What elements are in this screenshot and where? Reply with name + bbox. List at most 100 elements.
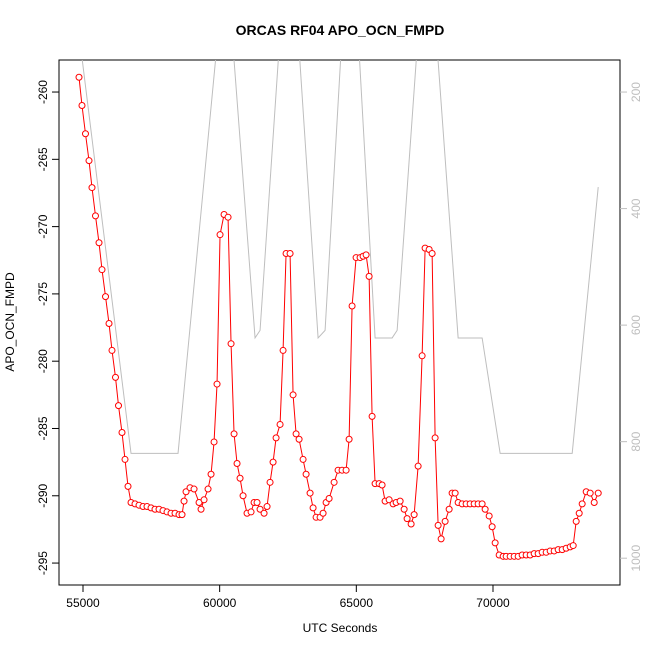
y-tick-label: -285 [36, 416, 50, 440]
point [75, 73, 83, 81]
point [407, 520, 415, 528]
point [342, 466, 350, 474]
point [272, 434, 280, 442]
point [98, 266, 106, 274]
point [115, 402, 123, 410]
point [230, 430, 238, 438]
point [182, 488, 190, 496]
point [124, 482, 132, 490]
point [345, 435, 353, 443]
x-axis-label: UTC Seconds [303, 621, 378, 635]
point [108, 346, 116, 354]
y-tick-label: -260 [36, 80, 50, 104]
point [400, 505, 408, 513]
point [121, 455, 129, 463]
point [431, 434, 439, 442]
point [78, 101, 86, 109]
point [451, 489, 459, 497]
point [441, 517, 449, 525]
point [590, 499, 598, 507]
point [200, 496, 208, 504]
point [481, 505, 489, 513]
plot-frame [58, 59, 621, 586]
point [266, 478, 274, 486]
point [378, 481, 386, 489]
point [385, 496, 393, 504]
chart-title: ORCAS RF04 APO_OCN_FMPD [236, 22, 445, 38]
point [292, 430, 300, 438]
point [306, 489, 314, 497]
point [269, 458, 277, 466]
y-tick-label: -275 [36, 282, 50, 306]
point [91, 212, 99, 220]
point [491, 539, 499, 547]
point [247, 508, 255, 516]
point [118, 429, 126, 437]
point [210, 438, 218, 446]
point [428, 250, 436, 258]
point [256, 505, 264, 513]
point [594, 489, 602, 497]
point [319, 509, 327, 517]
y-tick-label: -290 [36, 483, 50, 507]
point [414, 462, 422, 470]
point [111, 373, 119, 381]
point [204, 485, 212, 493]
secondary-line [81, 60, 599, 454]
point [253, 499, 261, 507]
point [279, 346, 287, 354]
point [410, 511, 418, 519]
point [302, 470, 310, 478]
x-tick-label: 65000 [340, 596, 374, 610]
point [578, 500, 586, 508]
y-tick-label: -265 [36, 147, 50, 171]
point [434, 521, 442, 529]
point [178, 511, 186, 519]
point [233, 459, 241, 467]
x-tick-label: 70000 [476, 596, 510, 610]
point [207, 470, 215, 478]
point [485, 512, 493, 520]
x-tick-label: 60000 [203, 596, 237, 610]
y-tick-label: -280 [36, 349, 50, 373]
point [95, 239, 103, 247]
point [362, 251, 370, 259]
point [309, 504, 317, 512]
y-axis-label: APO_OCN_FMPD [3, 272, 17, 372]
y2-tick-label: 600 [629, 315, 643, 335]
point [239, 492, 247, 500]
point [445, 505, 453, 513]
point [85, 157, 93, 165]
point [299, 455, 307, 463]
y2-tick-label: 200 [629, 82, 643, 102]
point [286, 250, 294, 258]
x-tick-label: 55000 [66, 596, 100, 610]
point [190, 485, 198, 493]
point [368, 412, 376, 420]
y-tick-label: -295 [36, 551, 50, 575]
point [478, 500, 486, 508]
point [105, 320, 113, 328]
point [488, 523, 496, 531]
point [586, 489, 594, 497]
point [396, 497, 404, 505]
point [575, 509, 583, 517]
point [572, 517, 580, 525]
point [180, 497, 188, 505]
point [236, 474, 244, 482]
point [569, 542, 577, 550]
point [276, 420, 284, 428]
point [81, 130, 89, 138]
point [263, 503, 271, 511]
point [216, 231, 224, 239]
y-tick-label: -270 [36, 214, 50, 238]
y2-tick-label: 1000 [629, 545, 643, 572]
point [325, 494, 333, 502]
point [365, 272, 373, 280]
point [197, 505, 205, 513]
point [227, 340, 235, 348]
point [418, 352, 426, 360]
point [295, 435, 303, 443]
